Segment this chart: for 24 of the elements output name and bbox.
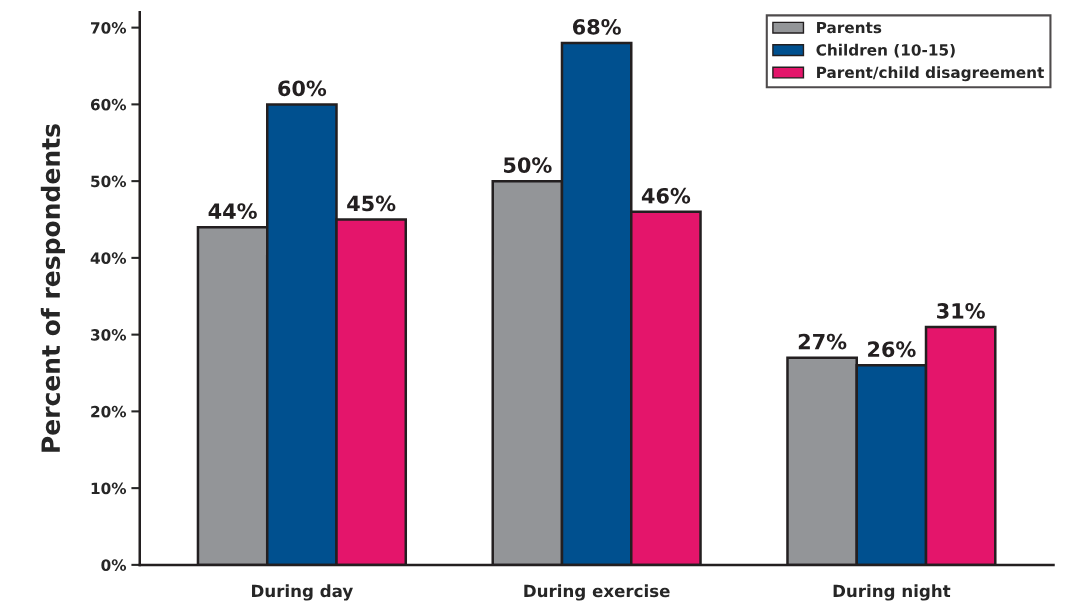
y-tick-label: 10% <box>91 482 127 495</box>
data-label: 27% <box>798 333 847 350</box>
data-label: 31% <box>937 302 985 319</box>
legend-label: Parent/child disagreement <box>817 66 1044 82</box>
data-label: 60% <box>278 80 327 97</box>
data-label: 68% <box>572 19 621 35</box>
y-tick-label: 50% <box>91 175 127 188</box>
legend-label: Children (10-15) <box>816 43 955 58</box>
legend-label: Parents <box>817 21 882 34</box>
data-label: 46% <box>641 187 691 204</box>
y-tick-label: 0% <box>101 559 127 571</box>
x-tick-label: During night <box>833 584 951 601</box>
y-tick-label: 30% <box>91 329 127 341</box>
data-label: 26% <box>868 341 916 358</box>
y-tick-label: 60% <box>90 98 127 111</box>
y-tick-label: 40% <box>90 252 127 264</box>
data-label: 44% <box>208 203 257 219</box>
x-tick-label: During day <box>252 584 353 601</box>
x-tick-label: During exercise <box>524 584 670 601</box>
y-tick-label: 70% <box>91 22 127 34</box>
y-axis-title: Percent of respondents <box>40 124 65 452</box>
data-label: 45% <box>347 195 396 212</box>
data-label: 50% <box>504 157 552 173</box>
y-tick-label: 20% <box>91 405 127 418</box>
